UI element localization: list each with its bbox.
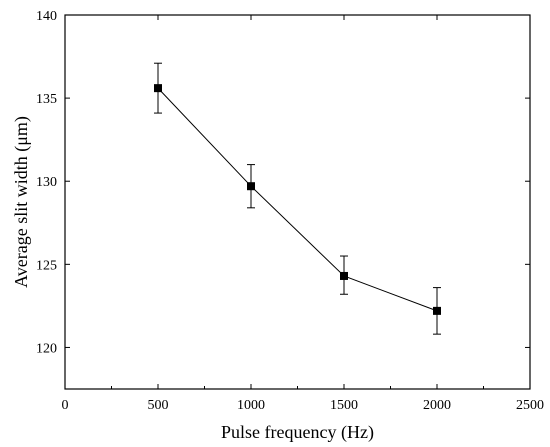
x-tick-label: 2000	[423, 398, 451, 413]
series-line	[157, 87, 438, 312]
y-tick-label: 130	[36, 175, 57, 190]
data-point	[154, 84, 162, 93]
series-layer	[154, 62, 441, 335]
x-tick-label: 500	[148, 398, 169, 413]
data-point	[433, 306, 441, 315]
axis-ticks: 0 500 1000 1500 2000 2500 120 125 130 135 140	[36, 9, 544, 413]
data-point	[340, 271, 348, 280]
x-tick-label: 1500	[330, 398, 358, 413]
y-axis-title: Average slit width (μm)	[11, 116, 32, 288]
y-tick-label: 125	[36, 258, 57, 273]
y-tick-label: 140	[36, 9, 57, 24]
x-axis-title: Pulse frequency (Hz)	[221, 422, 374, 443]
data-point	[247, 182, 255, 191]
y-tick-label: 120	[36, 341, 57, 356]
y-tick-label: 135	[36, 92, 57, 107]
x-tick-label: 1000	[237, 398, 265, 413]
x-tick-label: 2500	[516, 398, 544, 413]
x-tick-label: 0	[62, 398, 69, 413]
plot-frame	[64, 14, 531, 390]
